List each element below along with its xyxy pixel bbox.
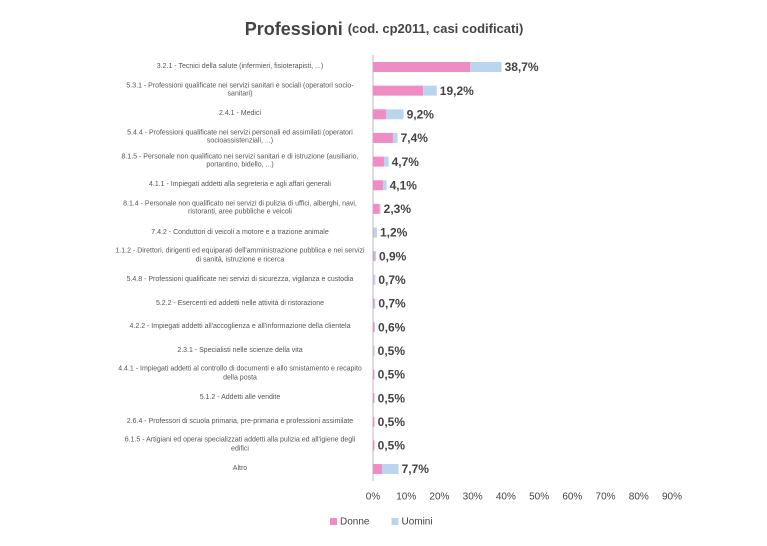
legend-label: Uomini — [401, 517, 432, 528]
total-label: 0,6% — [378, 320, 406, 334]
legend-swatch — [391, 518, 399, 525]
bar-segment — [423, 85, 437, 96]
category-label: 2.3.1 - Specialisti nelle scienze della … — [177, 346, 303, 354]
category-label: 6.1.5 - Artigiani ed operai specializzat… — [124, 436, 356, 453]
bar-segment — [373, 369, 375, 380]
bar-segment — [374, 251, 376, 262]
bar-segment — [373, 132, 393, 143]
bar-segment — [379, 203, 381, 214]
category-label: 5.4.4 - Professioni qualificate nei serv… — [127, 129, 353, 145]
category-label: 8.1.4 - Personale non qualificato nei se… — [123, 200, 357, 216]
bar-segment — [381, 464, 399, 475]
category-label: 1.1.2 - Direttori, dirigenti ed equipara… — [115, 247, 365, 264]
category-label: 8.1.5 - Personale non qualificato nei se… — [121, 153, 359, 169]
bar-segment — [385, 109, 404, 120]
total-label: 0,5% — [378, 415, 406, 429]
title: Professioni — [245, 19, 343, 39]
total-label: 0,5% — [378, 344, 406, 358]
total-label: 9,2% — [407, 107, 435, 121]
category-label: 5.3.1 - Professioni qualificate nei serv… — [126, 82, 354, 98]
total-label: 0,5% — [378, 368, 406, 382]
category-label: 4.2.2 - Impiegati addetti all'accoglienz… — [129, 322, 351, 330]
bar-segment — [373, 345, 375, 356]
total-label: 0,7% — [378, 297, 406, 311]
x-tick-label: 60% — [562, 492, 582, 503]
total-label: 0,5% — [378, 439, 406, 453]
bar-segment — [392, 132, 398, 143]
total-label: 19,2% — [440, 84, 474, 98]
bar-segment — [382, 180, 387, 191]
bar-segment — [373, 440, 375, 451]
total-label: 1,2% — [380, 226, 408, 240]
x-tick-label: 40% — [496, 492, 516, 503]
category-label: 5.4.8 - Professioni qualificate nei serv… — [126, 275, 354, 283]
bar-segment — [373, 322, 375, 333]
category-label: 3.2.1 - Tecnici della salute (infermieri… — [156, 62, 324, 70]
x-tick-label: 70% — [596, 492, 616, 503]
bar-segment — [374, 298, 376, 309]
bar-segment — [373, 393, 375, 404]
legend-swatch — [330, 518, 337, 525]
chart-title: Professioni (cod. cp2011, casi codificati… — [245, 19, 524, 39]
category-label: 4.4.1 - Impiegati addetti al controllo d… — [118, 365, 362, 382]
bar-segment — [373, 416, 375, 427]
total-label: 0,5% — [378, 391, 406, 405]
bar-segment — [470, 62, 502, 72]
category-label: 5.2.2 - Esercenti ed addetti nelle attiv… — [155, 299, 325, 307]
total-label: 4,1% — [390, 178, 418, 192]
bar-segment — [373, 464, 382, 475]
bar-segment — [373, 227, 377, 238]
category-label: 5.1.2 - Addetti alle vendite — [199, 393, 281, 401]
x-tick-label: 80% — [629, 492, 649, 503]
total-label: 0,7% — [378, 273, 406, 287]
bar-segment — [373, 345, 374, 356]
x-tick-label: 30% — [463, 492, 483, 503]
total-label: 38,7% — [505, 60, 539, 74]
category-label: 4.1.1 - Impiegati addetti alla segreteri… — [149, 181, 331, 188]
bar-segment — [374, 322, 375, 333]
bar-segment — [373, 251, 375, 262]
category-label: 2.4.1 - Medici — [218, 110, 262, 118]
bar-segment — [373, 62, 471, 72]
total-label: 7,7% — [402, 462, 430, 476]
bar-segment — [373, 393, 374, 404]
total-label: 4,7% — [392, 155, 420, 169]
total-label: 7,4% — [401, 131, 429, 145]
bar-segment — [383, 156, 389, 167]
bar-segment — [373, 180, 383, 191]
subtitle: (cod. cp2011, casi codificati) — [348, 21, 524, 36]
bar-segment — [373, 156, 384, 167]
category-label: 2.6.4 - Professori di scuola primaria, p… — [126, 417, 354, 425]
bar-segment — [373, 109, 386, 120]
bar-segment — [373, 203, 380, 214]
total-label: 2,3% — [384, 202, 412, 216]
bar-segment — [373, 227, 374, 238]
total-label: 0,9% — [379, 249, 407, 263]
bar-segment — [373, 274, 374, 285]
x-tick-label: 20% — [429, 492, 449, 503]
legend-label: Donne — [340, 517, 370, 528]
bar-segment — [373, 85, 424, 96]
bar-segment — [373, 369, 374, 380]
category-label: 7.4.2 - Conduttori di veicoli a motore e… — [151, 228, 329, 236]
bar-segment — [373, 274, 376, 285]
category-label: Altro — [232, 464, 248, 472]
x-tick-label: 10% — [396, 492, 416, 503]
bar-segment — [373, 298, 375, 309]
x-tick-label: 0% — [366, 492, 381, 503]
x-tick-label: 50% — [529, 492, 549, 503]
x-tick-label: 90% — [662, 492, 682, 503]
